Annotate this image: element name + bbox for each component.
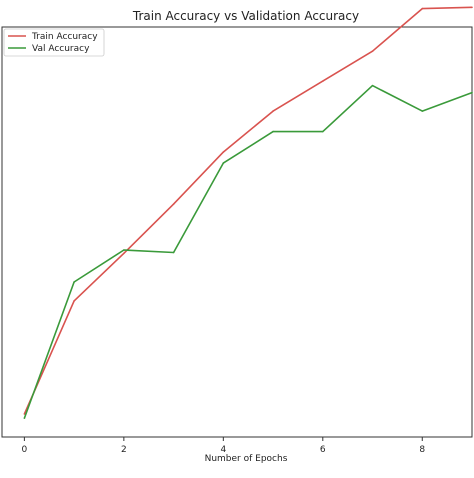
- point-val-accuracy-6: [321, 130, 324, 133]
- plot-frame: [1, 26, 473, 438]
- series-line-train-accuracy: [23, 6, 473, 415]
- point-val-accuracy-5: [272, 130, 274, 133]
- legend: Train Accuracy Val Accuracy: [3, 28, 105, 57]
- x-tick-label-6: 6: [320, 445, 326, 455]
- point-train-accuracy-7: [371, 50, 374, 52]
- point-train-accuracy-6: [321, 80, 324, 82]
- x-tick-label-2: 2: [121, 445, 127, 455]
- point-val-accuracy-3: [172, 251, 175, 254]
- series-line-val-accuracy: [23, 84, 473, 419]
- point-train-accuracy-5: [272, 110, 274, 112]
- point-val-accuracy-4: [222, 162, 225, 164]
- point-train-accuracy-9: [471, 6, 473, 9]
- legend-label-train-accuracy: Train Accuracy: [31, 32, 98, 42]
- point-val-accuracy-7: [371, 84, 374, 87]
- x-tick-label-0: 0: [22, 445, 28, 455]
- plot-area: 0 2 4 6 8: [1, 6, 473, 455]
- legend-box: [3, 28, 105, 57]
- point-val-accuracy-1: [73, 281, 75, 283]
- point-train-accuracy-1: [73, 300, 75, 302]
- point-train-accuracy-4: [222, 151, 225, 153]
- x-tick-label-8: 8: [419, 445, 425, 455]
- x-tick-label-4: 4: [220, 445, 226, 455]
- chart-title: Train Accuracy vs Validation Accuracy: [132, 9, 359, 23]
- point-val-accuracy-9: [471, 91, 473, 94]
- point-train-accuracy-0: [23, 413, 26, 415]
- point-val-accuracy-0: [23, 417, 26, 419]
- point-train-accuracy-8: [421, 7, 424, 10]
- point-val-accuracy-8: [421, 110, 424, 112]
- x-axis-label: Number of Epochs: [205, 454, 288, 464]
- point-train-accuracy-2: [123, 252, 125, 255]
- legend-label-val-accuracy: Val Accuracy: [32, 44, 90, 54]
- point-train-accuracy-3: [172, 203, 175, 205]
- point-val-accuracy-2: [123, 249, 125, 251]
